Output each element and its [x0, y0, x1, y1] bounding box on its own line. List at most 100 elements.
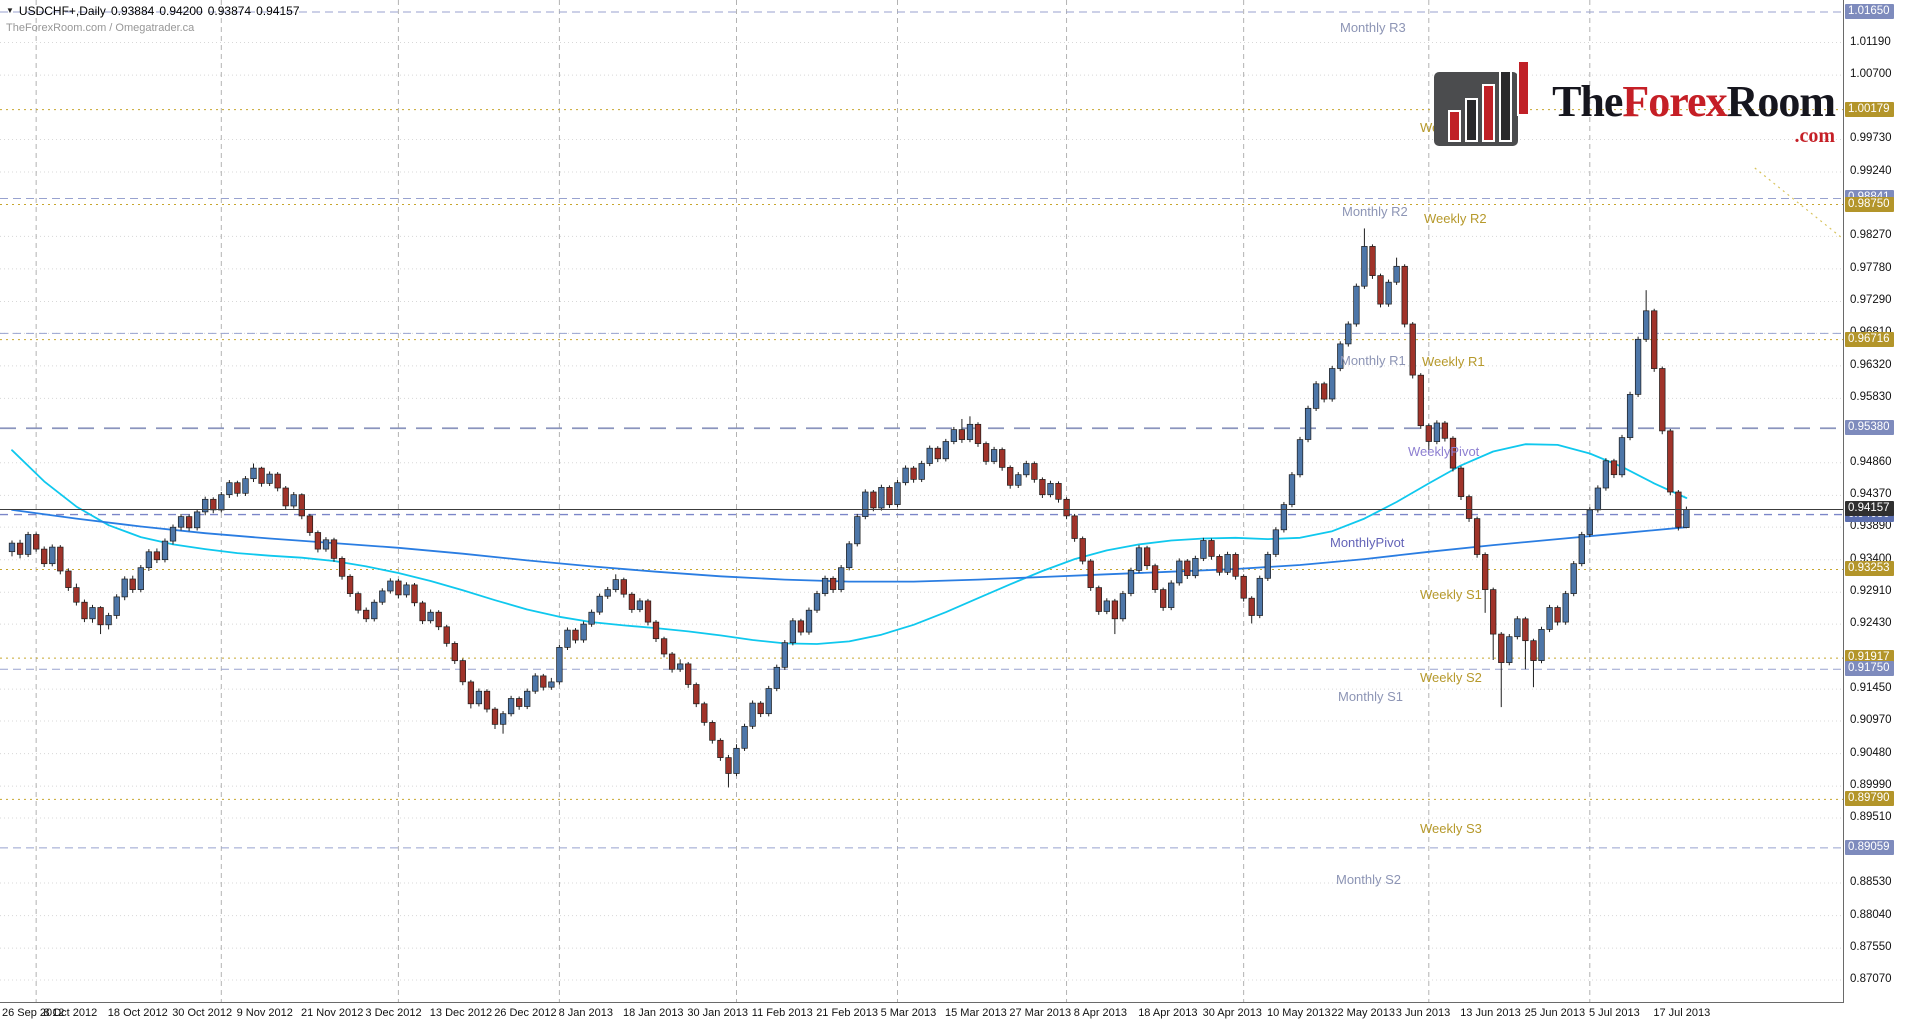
candle	[1554, 605, 1561, 626]
candle	[1546, 604, 1553, 633]
candle	[298, 493, 305, 520]
candle	[1015, 472, 1022, 489]
logo-bar-icon	[1517, 60, 1531, 116]
date-axis-label: 18 Jan 2013	[623, 1007, 684, 1019]
price-axis-tag-weekly: 0.93253	[1845, 561, 1894, 577]
candle	[516, 696, 523, 710]
candle	[556, 644, 563, 685]
brand-forex: Forex	[1622, 77, 1727, 126]
candle	[282, 486, 289, 510]
candle	[1634, 336, 1642, 398]
candle	[379, 588, 386, 605]
date-axis-label: 13 Jun 2013	[1460, 1007, 1521, 1019]
candle	[1385, 279, 1392, 307]
candle	[57, 545, 64, 575]
candle	[685, 661, 692, 688]
candle	[1602, 458, 1610, 491]
candle	[974, 422, 982, 447]
date-axis-label: 8 Jan 2013	[558, 1007, 614, 1019]
price-axis-label: 0.94860	[1850, 455, 1892, 468]
time-axis[interactable]: 26 Sep 2012 8 Oct 2012 18 Oct 2012 30 Oct 2…	[0, 1003, 1920, 1025]
ohlc-close: 0.94157	[256, 4, 300, 18]
candle	[1304, 405, 1312, 443]
date-axis-label: 21 Nov 2012	[301, 1007, 364, 1019]
date-axis-label: 8 Apr 2013	[1073, 1007, 1128, 1019]
candle	[878, 484, 885, 511]
candle	[1071, 513, 1078, 542]
candle	[725, 754, 732, 788]
date-axis-label: 22 May 2013	[1331, 1007, 1395, 1019]
candle	[854, 513, 861, 547]
candle	[862, 489, 869, 520]
candle	[620, 577, 627, 598]
candle	[16, 539, 24, 559]
candle	[121, 576, 128, 601]
candle	[371, 599, 378, 622]
candle	[1232, 552, 1239, 580]
logo-bar-icon	[1465, 98, 1479, 142]
candle	[1329, 365, 1336, 402]
candle	[1031, 461, 1038, 483]
chart-watermark: TheForexRoom.com / Omegatrader.ca	[6, 22, 195, 34]
candle	[97, 606, 104, 635]
candle	[1047, 480, 1054, 498]
candle	[419, 600, 426, 625]
candle	[475, 688, 483, 707]
candle	[137, 565, 144, 593]
candle	[330, 537, 338, 562]
price-axis-label: 0.98270	[1850, 229, 1892, 242]
candle	[1240, 574, 1247, 602]
price-axis-tag-monthly: 0.91750	[1845, 661, 1894, 677]
candle	[1264, 551, 1271, 581]
brand-the: The	[1552, 77, 1623, 126]
candle	[677, 659, 684, 672]
candle	[1312, 381, 1320, 412]
candle	[813, 590, 821, 613]
date-axis-label: 10 May 2013	[1267, 1007, 1331, 1019]
candle	[612, 574, 619, 593]
brand-room: Room	[1726, 77, 1836, 126]
candle	[524, 688, 531, 710]
candle	[660, 636, 668, 658]
candle	[548, 677, 555, 690]
candle	[564, 627, 571, 651]
candle	[1369, 244, 1376, 279]
candle	[1337, 341, 1344, 372]
trendline[interactable]	[1754, 167, 1843, 240]
price-axis-label: 0.89510	[1850, 810, 1892, 823]
chart-title: ▼ USDCHF+,Daily 0.93884 0.94200 0.93874 0.941…	[6, 4, 305, 18]
candle	[934, 446, 941, 463]
price-axis-label: 0.95830	[1850, 391, 1892, 404]
ohlc-low: 0.93874	[207, 4, 252, 18]
candle	[234, 480, 241, 497]
candle	[644, 598, 652, 626]
candle	[403, 582, 410, 598]
candle	[741, 723, 748, 751]
candle	[1200, 537, 1207, 562]
collapse-arrow-icon[interactable]: ▼	[6, 6, 14, 15]
price-axis-label: 0.90970	[1850, 714, 1892, 727]
candle	[1425, 423, 1432, 451]
candle	[1079, 536, 1086, 565]
candle	[1530, 638, 1537, 688]
price-axis-label: 0.88530	[1850, 876, 1892, 889]
date-axis-label: 26 Dec 2012	[494, 1007, 557, 1019]
candle	[258, 466, 265, 487]
price-axis-label: 0.97780	[1850, 261, 1892, 274]
candle	[1353, 283, 1360, 327]
candle	[532, 673, 539, 694]
candle	[1465, 494, 1473, 522]
price-axis-label: 0.91450	[1850, 682, 1892, 695]
price-axis-label: 0.96320	[1850, 358, 1892, 371]
candle	[1570, 561, 1577, 597]
candle	[805, 607, 813, 635]
candle	[81, 599, 88, 623]
candle	[1224, 551, 1231, 575]
price-chart-canvas[interactable]	[0, 0, 1843, 1002]
candle	[918, 460, 925, 483]
candle	[250, 463, 257, 483]
price-axis[interactable]: 1.01190 1.00700 0.99730 0.99240 0.98270 0.977…	[1844, 0, 1920, 1002]
candle	[1055, 481, 1062, 503]
